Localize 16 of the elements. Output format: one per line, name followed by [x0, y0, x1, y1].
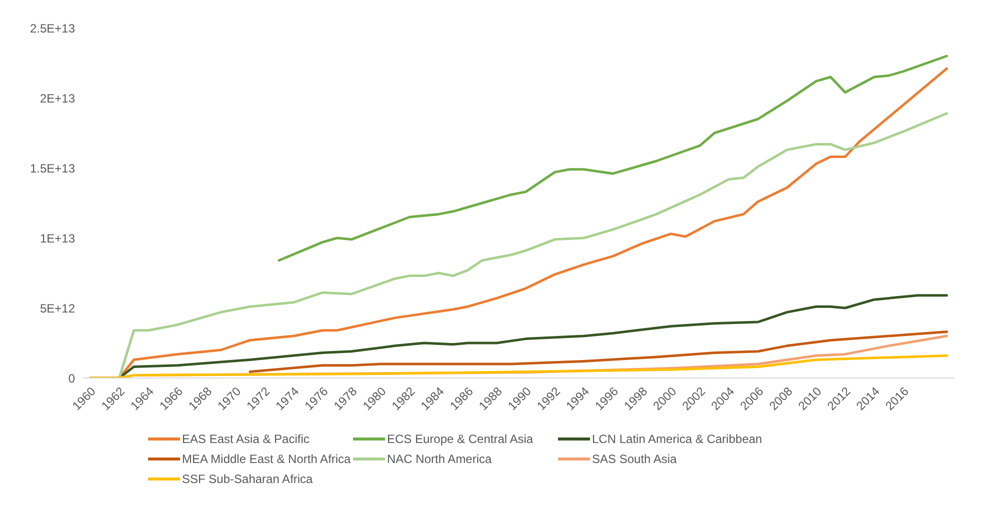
line-series	[278, 54, 948, 262]
y-tick-label: 1.5E+13	[30, 161, 76, 176]
legend-label: ECS Europe & Central Asia	[387, 432, 534, 446]
y-tick-label: 0	[68, 371, 76, 386]
line-series	[248, 330, 948, 373]
y-tick-label: 2E+13	[40, 91, 76, 106]
line-series	[89, 354, 948, 378]
legend-label: LCN Latin America & Caribbean	[592, 432, 762, 446]
legend-label: SSF Sub-Saharan Africa	[182, 472, 313, 486]
legend-label: MEA Middle East & North Africa	[182, 452, 351, 466]
y-tick-label: 2.5E+13	[30, 21, 76, 36]
y-tick-label: 1E+13	[40, 231, 76, 246]
legend-label: SAS South Asia	[592, 452, 677, 466]
legend-label: EAS East Asia & Pacific	[182, 432, 310, 446]
y-tick-label: 5E+12	[40, 301, 76, 316]
legend-label: NAC North America	[387, 452, 492, 466]
